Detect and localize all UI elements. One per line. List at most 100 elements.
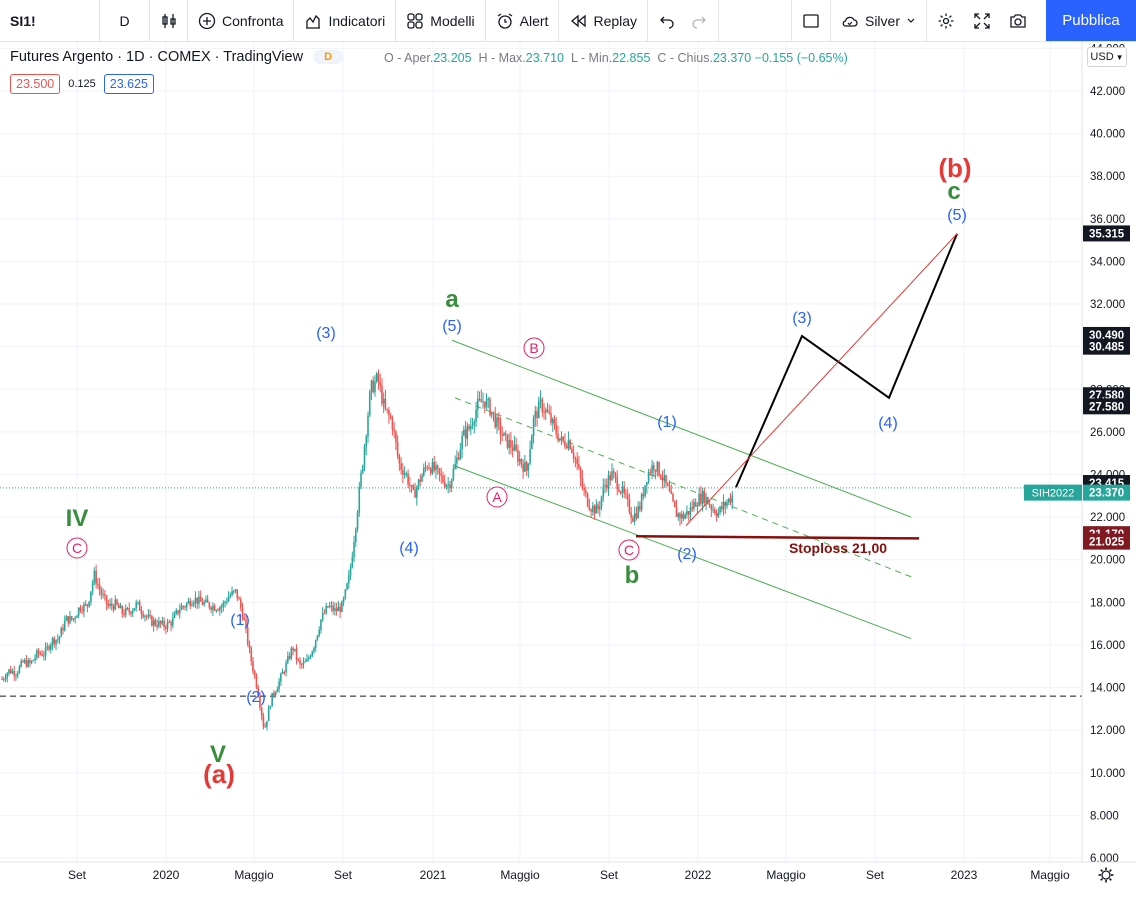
candle-body — [522, 464, 524, 472]
price-tick-label: 36.000 — [1090, 214, 1125, 226]
candle-body — [497, 417, 500, 423]
buy-price-button[interactable]: 23.625 — [103, 74, 154, 94]
currency-select[interactable]: USD ▼ — [1087, 47, 1127, 67]
candle-body — [130, 611, 132, 614]
undo-icon[interactable] — [658, 12, 676, 30]
candle-body — [551, 418, 554, 424]
replay-label: Replay — [593, 12, 638, 29]
candle-body — [79, 607, 82, 611]
candle-body — [612, 471, 615, 474]
gear-icon[interactable] — [937, 12, 955, 30]
fullscreen-select-button[interactable] — [790, 0, 831, 42]
candle-body — [348, 575, 350, 584]
candle-body — [32, 660, 35, 662]
candle-body — [567, 440, 570, 449]
time-tick-label: Maggio — [766, 868, 806, 882]
candle-body — [410, 485, 413, 487]
candle-body — [527, 463, 530, 471]
candle-body — [449, 484, 451, 488]
candle-body — [621, 486, 624, 493]
compare-button[interactable]: Confronta — [188, 0, 295, 42]
candle-body — [395, 431, 397, 443]
replay-button[interactable]: Replay — [559, 0, 649, 42]
camera-icon[interactable] — [1009, 12, 1027, 30]
candle-body — [548, 411, 551, 414]
candle-body — [419, 479, 422, 482]
stoploss-label: Stoploss 21,00 — [789, 540, 887, 556]
candle-body — [285, 662, 287, 673]
candle-body — [646, 482, 648, 486]
candle-body — [637, 506, 639, 518]
candle-body — [252, 661, 254, 672]
candle-body — [346, 583, 348, 590]
candle-body — [30, 660, 33, 664]
candle-body — [72, 618, 75, 620]
interval-button[interactable]: D — [100, 0, 150, 42]
redo-icon[interactable] — [690, 12, 708, 30]
indicators-label: Indicatori — [328, 12, 386, 29]
price-tick-label: 10.000 — [1090, 768, 1125, 780]
candle-body — [672, 493, 674, 501]
sell-price-button[interactable]: 23.500 — [10, 74, 61, 94]
candle-body — [22, 661, 24, 663]
candle-body — [447, 484, 449, 486]
candle-body — [4, 678, 7, 680]
publish-button[interactable]: Pubblica — [1046, 0, 1136, 41]
candle-body — [614, 473, 617, 477]
candle-body — [86, 604, 89, 607]
candle-body — [262, 716, 265, 727]
candle-body — [149, 614, 151, 617]
wave-label-2-left: (2) — [246, 689, 266, 706]
candle-body — [421, 475, 423, 482]
candle-body — [217, 610, 219, 612]
candle-body — [625, 493, 627, 495]
channel-line — [451, 339, 912, 518]
bid-ask: 23.500 0.125 23.625 — [10, 74, 154, 94]
candle-body — [595, 504, 598, 514]
publish-label: Pubblica — [1062, 12, 1120, 29]
expand-icon[interactable] — [973, 12, 991, 30]
candle-body — [639, 506, 641, 510]
candle-body — [686, 511, 688, 515]
candle-body — [246, 627, 249, 645]
templates-button[interactable]: Modelli — [396, 0, 486, 42]
candle-body — [687, 511, 690, 515]
candle-body — [314, 640, 317, 648]
symbol-search[interactable]: SI1! — [0, 0, 100, 42]
candle-body — [8, 669, 10, 674]
alert-button[interactable]: Alert — [486, 0, 560, 42]
candle-body — [682, 514, 685, 519]
candle-body — [555, 424, 558, 434]
candle-body — [494, 413, 497, 428]
candle-body — [640, 494, 643, 510]
candle-body — [358, 486, 361, 513]
candle-body — [220, 606, 223, 608]
candle-body — [185, 603, 188, 608]
theme-button[interactable]: Silver — [831, 0, 927, 42]
delay-badge[interactable]: D — [313, 50, 344, 64]
candle-body — [361, 465, 364, 473]
price-chart[interactable]: IV C V(a) (1) (2) (3) (4) a (5) A B (1) Cb (2) (3) (4) (… — [0, 42, 1136, 898]
candle-body — [666, 483, 669, 486]
price-tick-label: 38.000 — [1090, 171, 1125, 183]
candle-body — [403, 473, 406, 476]
chevron-down-icon: ▼ — [1115, 52, 1124, 62]
candle-body — [544, 409, 547, 413]
target-line — [685, 233, 958, 526]
candle-body — [161, 620, 164, 624]
candle-body — [593, 505, 596, 514]
candle-body — [276, 688, 279, 693]
chart-type-button[interactable] — [150, 0, 188, 42]
candle-body — [241, 607, 244, 619]
candle-body — [245, 620, 247, 628]
candle-body — [524, 461, 526, 472]
indicators-button[interactable]: Indicatori — [294, 0, 397, 42]
candle-body — [700, 494, 702, 504]
settings-gear-icon[interactable] — [1098, 867, 1114, 883]
candle-body — [74, 617, 76, 619]
candle-body — [578, 464, 580, 469]
candle-body — [515, 444, 517, 451]
candle-body — [459, 449, 462, 460]
wave-label-a: a — [445, 286, 459, 313]
candle-body — [126, 607, 129, 609]
